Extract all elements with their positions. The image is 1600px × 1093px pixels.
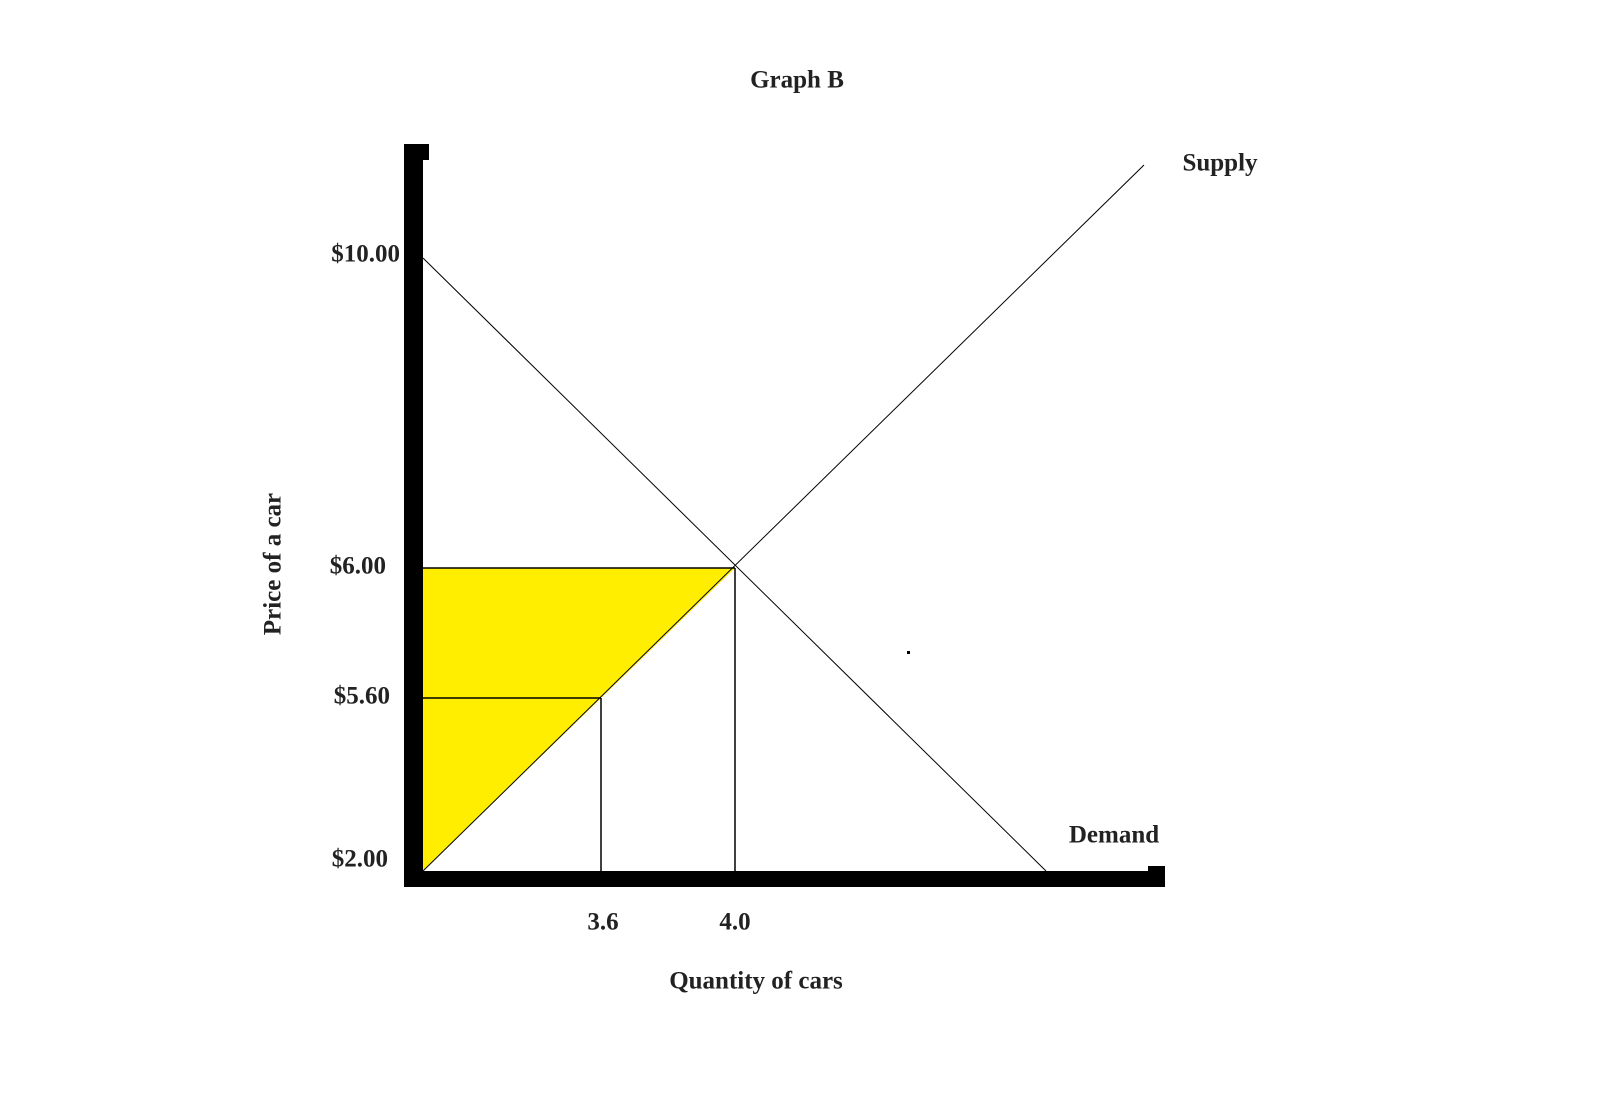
dot	[907, 651, 910, 654]
title: Graph B	[750, 67, 844, 94]
y-axis-label: Price of a car	[260, 493, 287, 635]
supply-label: Supply	[1182, 150, 1258, 177]
x-tick-label: 4.0	[719, 909, 750, 936]
x-axis-label: Quantity of cars	[669, 968, 843, 995]
y-tick-label: $2.00	[332, 846, 388, 873]
supply-curve	[422, 164, 1145, 872]
y-axis-cap	[404, 144, 429, 160]
demand-curve	[422, 257, 1047, 872]
x-axis-cap	[1148, 866, 1165, 887]
y-tick-label: $10.00	[331, 241, 400, 268]
y-tick-label: $5.60	[334, 683, 390, 710]
y-axis	[404, 144, 423, 887]
demand-label: Demand	[1069, 822, 1159, 849]
x-tick-label: 3.6	[587, 909, 618, 936]
x-axis	[404, 871, 1165, 887]
y-tick-label: $6.00	[330, 553, 386, 580]
